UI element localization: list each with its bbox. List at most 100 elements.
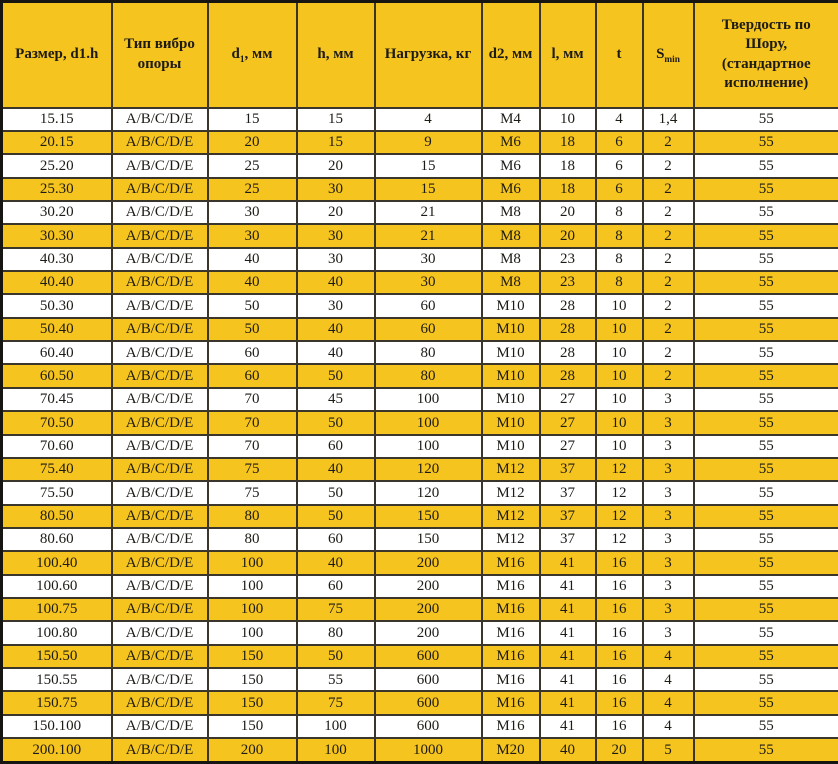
cell: 150	[373, 526, 483, 553]
header-label: Размер, d1.h	[15, 46, 99, 62]
cell: A/B/C/D/E	[110, 410, 209, 436]
cell: M10	[480, 293, 541, 319]
header-label: d2, мм	[488, 46, 533, 62]
cell: 23	[538, 270, 597, 296]
cell: 18	[538, 176, 597, 202]
cell: 100	[373, 410, 483, 436]
cell: 28	[538, 340, 597, 366]
cell: 23	[538, 246, 597, 273]
cell: A/B/C/D/E	[110, 153, 209, 179]
cell: A/B/C/D/E	[110, 713, 209, 740]
cell: 70.45	[0, 386, 113, 413]
cell: 10	[594, 293, 644, 319]
cell: 3	[641, 410, 695, 436]
table-row: 50.40 A/B/C/D/E 50 40 60 M10 28 10 2 55	[0, 316, 838, 343]
cell: 55	[692, 643, 838, 670]
cell: M10	[480, 433, 541, 459]
cell: 40	[295, 340, 376, 366]
cell: 80	[206, 503, 298, 529]
column-header-mount-type: Тип вибро опоры	[110, 0, 209, 109]
cell: 100.60	[0, 573, 113, 600]
column-header-t: t	[594, 0, 644, 109]
cell: 150	[206, 667, 298, 693]
cell: 2	[641, 223, 695, 249]
header-label: d1, мм	[231, 46, 273, 65]
cell: M6	[480, 176, 541, 202]
cell: 10	[594, 410, 644, 436]
cell: 70	[206, 433, 298, 459]
cell: 16	[594, 690, 644, 716]
cell: 50	[295, 503, 376, 529]
cell: 55	[692, 106, 838, 132]
cell: 55	[692, 713, 838, 740]
cell: 2	[641, 153, 695, 179]
table-row: 100.80 A/B/C/D/E 100 80 200 M16 41 16 3 55	[0, 620, 838, 646]
cell: 150	[206, 690, 298, 716]
cell: 16	[594, 620, 644, 646]
cell: A/B/C/D/E	[110, 667, 209, 693]
cell: 4	[641, 713, 695, 740]
cell: 30	[206, 223, 298, 249]
cell: M8	[480, 223, 541, 249]
table-body: 15.15 A/B/C/D/E 15 15 4 M4 10 4 1,4 55 20.15 A/B/C/…	[0, 106, 838, 764]
cell: 70	[206, 410, 298, 436]
cell: 8	[594, 223, 644, 249]
cell: 50	[206, 316, 298, 343]
cell: 3	[641, 526, 695, 553]
cell: M6	[480, 129, 541, 156]
cell: 12	[594, 526, 644, 553]
cell: 15	[206, 106, 298, 132]
cell: 55	[692, 737, 838, 764]
cell: 8	[594, 270, 644, 296]
cell: 2	[641, 340, 695, 366]
cell: 30	[373, 270, 483, 296]
cell: 55	[692, 620, 838, 646]
cell: 30.30	[0, 223, 113, 249]
table-header: Размер, d1.h Тип вибро опоры d1, мм h, м…	[0, 0, 838, 109]
column-header-d1: d1, мм	[206, 0, 298, 109]
cell: 20	[538, 199, 597, 226]
cell: 30	[295, 246, 376, 273]
cell: A/B/C/D/E	[110, 550, 209, 576]
cell: 45	[295, 386, 376, 413]
cell: 12	[594, 503, 644, 529]
table-row: 25.30 A/B/C/D/E 25 30 15 M6 18 6 2 55	[0, 176, 838, 202]
table-row: 60.40 A/B/C/D/E 60 40 80 M10 28 10 2 55	[0, 340, 838, 366]
cell: 20.15	[0, 129, 113, 156]
cell: A/B/C/D/E	[110, 363, 209, 389]
cell: 600	[373, 713, 483, 740]
cell: 16	[594, 550, 644, 576]
cell: M16	[480, 643, 541, 670]
cell: A/B/C/D/E	[110, 340, 209, 366]
cell: A/B/C/D/E	[110, 456, 209, 483]
cell: 6	[594, 153, 644, 179]
column-header-size: Размер, d1.h	[0, 0, 113, 109]
cell: 37	[538, 456, 597, 483]
cell: 3	[641, 480, 695, 506]
table-row: 40.30 A/B/C/D/E 40 30 30 M8 23 8 2 55	[0, 246, 838, 273]
cell: 55	[692, 480, 838, 506]
cell: 2	[641, 176, 695, 202]
cell: 18	[538, 129, 597, 156]
table-row: 60.50 A/B/C/D/E 60 50 80 M10 28 10 2 55	[0, 363, 838, 389]
cell: 50	[295, 643, 376, 670]
cell: 25.20	[0, 153, 113, 179]
cell: 100.75	[0, 597, 113, 623]
cell: 4	[373, 106, 483, 132]
header-label: Твердость по Шору, (стандартное исполнен…	[721, 16, 811, 92]
cell: 30	[295, 293, 376, 319]
cell: 40.30	[0, 246, 113, 273]
cell: M16	[480, 713, 541, 740]
cell: 30	[295, 176, 376, 202]
cell: 27	[538, 433, 597, 459]
cell: 40	[206, 270, 298, 296]
cell: 50	[295, 410, 376, 436]
table-row: 75.50 A/B/C/D/E 75 50 120 M12 37 12 3 55	[0, 480, 838, 506]
cell: A/B/C/D/E	[110, 480, 209, 506]
cell: 200	[373, 573, 483, 600]
cell: 50.40	[0, 316, 113, 343]
column-header-smin: Smin	[641, 0, 695, 109]
cell: 2	[641, 270, 695, 296]
cell: 2	[641, 199, 695, 226]
header-label: t	[616, 46, 622, 62]
